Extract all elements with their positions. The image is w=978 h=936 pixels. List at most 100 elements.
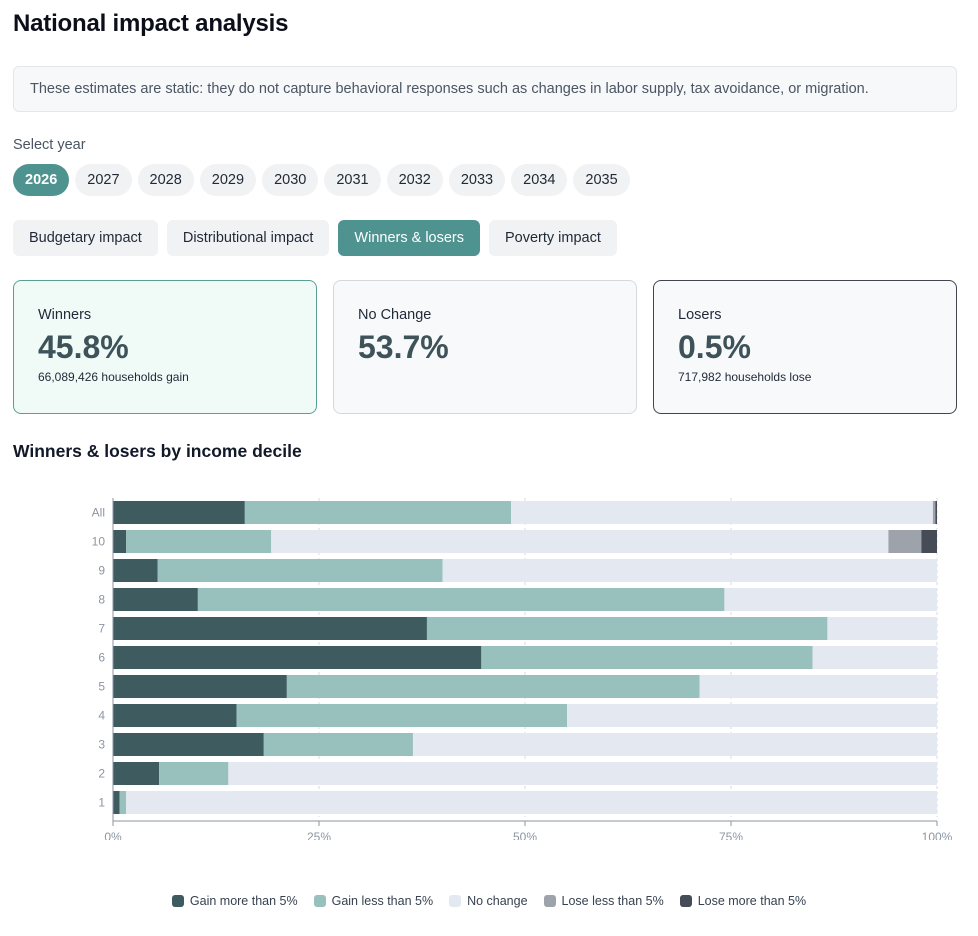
bar-segment-4-3[interactable] xyxy=(567,704,937,727)
y-tick-label: 2 xyxy=(98,767,105,781)
bar-segment-10-1[interactable] xyxy=(113,530,127,553)
year-2033-button[interactable]: 2033 xyxy=(448,164,506,196)
bar-segment-All-5[interactable] xyxy=(935,501,937,524)
bar-segment-All-2[interactable] xyxy=(244,501,511,524)
legend-item[interactable]: Gain more than 5% xyxy=(171,894,298,908)
year-2026-button[interactable]: 2026 xyxy=(13,164,70,196)
bar-segment-3-1[interactable] xyxy=(113,733,264,756)
winners-label: Winners xyxy=(38,307,92,323)
bar-segment-3-2[interactable] xyxy=(263,733,413,756)
static-estimate-note: These estimates are static: they do not … xyxy=(13,66,957,112)
bar-segment-2-2[interactable] xyxy=(159,762,229,785)
bar-segment-7-1[interactable] xyxy=(113,617,427,640)
bar-segment-1-2[interactable] xyxy=(119,791,127,814)
bar-segment-2-1[interactable] xyxy=(113,762,160,785)
bar-segment-4-2[interactable] xyxy=(236,704,568,727)
legend-swatch xyxy=(313,895,326,907)
bar-segment-8-1[interactable] xyxy=(113,588,198,611)
bar-segment-4-1[interactable] xyxy=(113,704,237,727)
no-change-card: No Change 53.7% xyxy=(333,280,637,414)
y-tick-label: 3 xyxy=(98,738,105,752)
legend-swatch xyxy=(543,895,556,907)
year-2027-button[interactable]: 2027 xyxy=(75,164,132,196)
bar-segment-9-2[interactable] xyxy=(157,559,443,582)
year-2034-button[interactable]: 2034 xyxy=(511,164,568,196)
losers-percent: 0.5% xyxy=(678,329,751,365)
y-tick-label: 10 xyxy=(92,535,106,549)
bar-segment-All-3[interactable] xyxy=(510,501,933,524)
bar-segment-8-3[interactable] xyxy=(724,588,937,611)
year-2028-button[interactable]: 2028 xyxy=(137,164,194,196)
tab-winners-losers[interactable]: Winners & losers xyxy=(338,220,480,256)
chart-title: Winners & losers by income decile xyxy=(13,441,302,461)
year-2035-button[interactable]: 2035 xyxy=(573,164,630,196)
bar-segment-1-3[interactable] xyxy=(126,791,937,814)
tab-distributional-impact[interactable]: Distributional impact xyxy=(166,220,330,256)
year-2030-button[interactable]: 2030 xyxy=(262,164,319,196)
x-tick-label: 0% xyxy=(104,830,122,840)
legend-label: Lose more than 5% xyxy=(697,894,807,908)
bar-segment-10-4[interactable] xyxy=(888,530,922,553)
bar-segment-All-4[interactable] xyxy=(932,501,936,524)
winners-losers-chart: All 10 9 8 7 6 5 4 3 2 1 0% 25% 50% 75% 100% xyxy=(92,498,953,840)
x-tick-label: 50% xyxy=(513,830,537,840)
bar-segment-1-1[interactable] xyxy=(113,791,120,814)
tab-poverty-impact[interactable]: Poverty impact xyxy=(489,220,617,256)
legend-swatch xyxy=(679,895,692,907)
year-select-label: Select year xyxy=(13,137,86,153)
no-change-label: No Change xyxy=(358,307,432,323)
bar-segment-10-5[interactable] xyxy=(921,530,937,553)
note-text: These estimates are static: they do not … xyxy=(30,81,869,97)
bar-segment-8-2[interactable] xyxy=(197,588,725,611)
bar-segment-5-3[interactable] xyxy=(699,675,937,698)
y-tick-label: All xyxy=(92,506,105,520)
bar-segment-6-3[interactable] xyxy=(812,646,937,669)
bar-segment-7-2[interactable] xyxy=(426,617,828,640)
winners-percent: 45.8% xyxy=(38,329,129,365)
legend-label: No change xyxy=(467,894,528,908)
legend-swatch xyxy=(449,895,462,907)
tab-budgetary-impact[interactable]: Budgetary impact xyxy=(13,220,158,256)
legend-item[interactable]: Gain less than 5% xyxy=(313,894,434,908)
year-selector: 2026 2027 2028 2029 2030 2031 2032 2033 … xyxy=(13,164,630,196)
chart-legend: Gain more than 5% Gain less than 5% No cha… xyxy=(0,894,978,908)
bar-segment-7-3[interactable] xyxy=(827,617,937,640)
year-2029-button[interactable]: 2029 xyxy=(199,164,257,196)
y-tick-label: 8 xyxy=(98,593,105,607)
bar-segment-3-3[interactable] xyxy=(412,733,937,756)
legend-label: Gain more than 5% xyxy=(189,894,298,908)
winners-households: 66,089,426 households gain xyxy=(38,370,189,384)
x-tick-label: 75% xyxy=(719,830,743,840)
bar-segment-10-3[interactable] xyxy=(271,530,889,553)
bar-segment-2-3[interactable] xyxy=(228,762,938,785)
y-tick-label: 6 xyxy=(98,651,105,665)
year-2032-button[interactable]: 2032 xyxy=(386,164,443,196)
legend-label: Lose less than 5% xyxy=(561,894,664,908)
no-change-percent: 53.7% xyxy=(358,329,449,365)
legend-item[interactable]: Lose more than 5% xyxy=(679,894,807,908)
bar-segment-6-1[interactable] xyxy=(113,646,482,669)
y-tick-label: 9 xyxy=(98,564,105,578)
bar-segment-5-2[interactable] xyxy=(286,675,700,698)
winners-card: Winners 45.8% 66,089,426 households gain xyxy=(13,280,317,414)
legend-swatch xyxy=(171,895,184,907)
y-tick-label: 7 xyxy=(98,622,105,636)
losers-card: Losers 0.5% 717,982 households lose xyxy=(653,280,957,414)
bar-segment-10-2[interactable] xyxy=(126,530,272,553)
year-2031-button[interactable]: 2031 xyxy=(324,164,381,196)
legend-item[interactable]: No change xyxy=(449,894,528,908)
bar-segment-5-1[interactable] xyxy=(113,675,287,698)
legend-item[interactable]: Lose less than 5% xyxy=(543,894,664,908)
losers-label: Losers xyxy=(678,307,722,323)
x-tick-label: 100% xyxy=(922,830,953,840)
legend-label: Gain less than 5% xyxy=(331,894,434,908)
bar-segment-All-1[interactable] xyxy=(113,501,245,524)
y-tick-label: 1 xyxy=(98,796,105,810)
bar-segment-9-1[interactable] xyxy=(113,559,158,582)
bar-segment-6-2[interactable] xyxy=(481,646,813,669)
x-tick-label: 25% xyxy=(307,830,331,840)
y-tick-label: 4 xyxy=(98,709,105,723)
y-tick-label: 5 xyxy=(98,680,105,694)
bar-segment-9-3[interactable] xyxy=(442,559,937,582)
losers-households: 717,982 households lose xyxy=(678,370,812,384)
